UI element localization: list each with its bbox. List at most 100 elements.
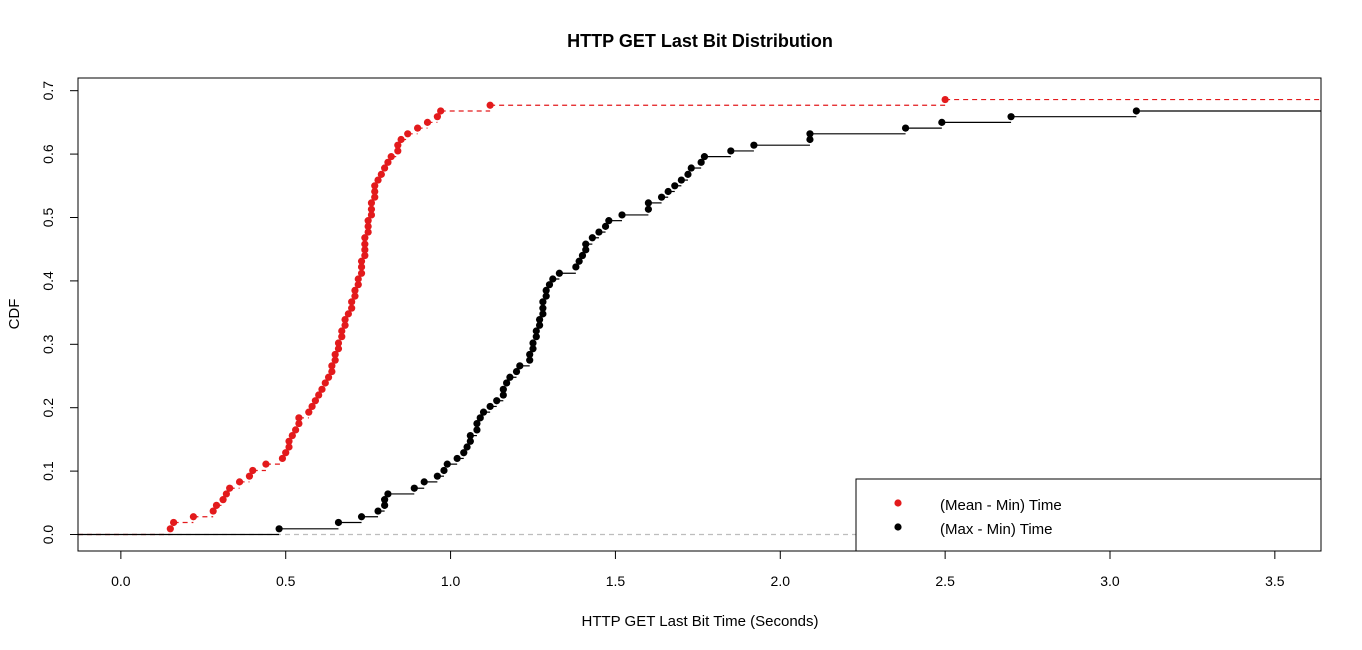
data-point xyxy=(473,419,481,428)
data-point xyxy=(245,472,254,480)
data-point xyxy=(361,251,369,260)
data-point xyxy=(479,408,488,416)
data-point xyxy=(321,379,329,387)
data-point xyxy=(288,432,296,440)
data-point xyxy=(644,205,652,213)
data-point xyxy=(212,501,221,509)
data-point xyxy=(582,240,590,248)
series-1 xyxy=(78,107,1321,536)
data-point xyxy=(806,130,814,138)
chart-title: HTTP GET Last Bit Distribution xyxy=(567,31,833,51)
data-point xyxy=(315,391,323,399)
data-point xyxy=(542,292,550,300)
data-point xyxy=(423,118,432,126)
data-point xyxy=(486,402,494,411)
data-point xyxy=(535,321,544,329)
data-point xyxy=(466,437,474,445)
data-point xyxy=(901,124,910,132)
data-point xyxy=(529,339,537,347)
data-point xyxy=(664,187,672,196)
data-point xyxy=(285,443,293,451)
data-point xyxy=(697,158,705,166)
data-point xyxy=(555,269,563,277)
data-point xyxy=(357,257,366,265)
data-point xyxy=(526,350,534,359)
x-tick-label: 1.0 xyxy=(441,573,461,589)
data-point xyxy=(361,234,369,242)
data-point xyxy=(387,153,395,161)
data-point xyxy=(189,513,197,521)
y-tick-label: 0.6 xyxy=(40,144,56,164)
data-point xyxy=(727,147,735,155)
data-point xyxy=(235,478,244,486)
data-point xyxy=(377,170,385,178)
data-point xyxy=(397,135,405,144)
data-point xyxy=(535,315,544,324)
data-point xyxy=(341,315,349,324)
data-point xyxy=(331,350,339,359)
data-point xyxy=(578,251,587,260)
data-point xyxy=(657,193,666,201)
y-tick-label: 0.7 xyxy=(40,81,56,101)
data-point xyxy=(440,466,448,475)
data-point xyxy=(318,385,326,393)
data-point xyxy=(285,437,293,445)
legend-box xyxy=(855,478,1322,552)
data-point xyxy=(371,187,379,196)
data-point xyxy=(354,281,362,289)
data-point xyxy=(605,217,613,225)
series-0 xyxy=(78,95,1321,536)
data-point xyxy=(170,518,178,527)
data-point xyxy=(282,449,290,457)
data-point xyxy=(364,228,372,236)
data-point xyxy=(308,402,316,411)
data-point xyxy=(371,193,379,201)
data-point xyxy=(305,408,313,416)
data-point xyxy=(328,362,336,370)
data-point xyxy=(466,432,474,440)
y-tick-label: 0.0 xyxy=(40,525,56,545)
data-point xyxy=(700,153,709,161)
data-point xyxy=(671,182,679,190)
data-point xyxy=(433,113,441,121)
data-point xyxy=(433,472,441,480)
data-point xyxy=(549,275,557,283)
data-point xyxy=(941,95,949,104)
y-axis-label: CDF xyxy=(6,299,23,330)
data-point xyxy=(1007,113,1015,121)
x-tick-label: 0.5 xyxy=(276,573,296,589)
data-point xyxy=(381,496,389,504)
data-point xyxy=(806,135,814,144)
data-point xyxy=(331,356,339,364)
data-point xyxy=(344,310,352,318)
data-point xyxy=(938,118,946,126)
plot-area xyxy=(78,95,1321,536)
data-point xyxy=(476,414,484,422)
data-point xyxy=(595,228,603,236)
data-point xyxy=(209,507,217,515)
data-point xyxy=(381,501,389,509)
data-point xyxy=(295,419,303,428)
legend: (Mean - Min) Time (Max - Min) Time xyxy=(855,478,1322,552)
data-point xyxy=(404,130,412,138)
data-point xyxy=(348,298,356,306)
x-tick-label: 2.0 xyxy=(771,573,791,589)
data-point xyxy=(367,199,376,207)
data-point xyxy=(413,124,422,132)
data-point xyxy=(354,275,362,283)
data-point xyxy=(357,269,366,277)
data-point xyxy=(351,286,359,295)
data-point xyxy=(532,327,540,335)
data-point xyxy=(410,484,418,492)
data-point xyxy=(357,263,366,271)
data-point xyxy=(539,298,547,306)
data-point xyxy=(384,158,392,166)
data-point xyxy=(374,507,382,515)
data-point xyxy=(249,466,257,475)
data-point xyxy=(539,310,547,318)
data-point xyxy=(394,141,402,149)
data-point xyxy=(506,373,514,381)
data-point xyxy=(364,217,372,225)
